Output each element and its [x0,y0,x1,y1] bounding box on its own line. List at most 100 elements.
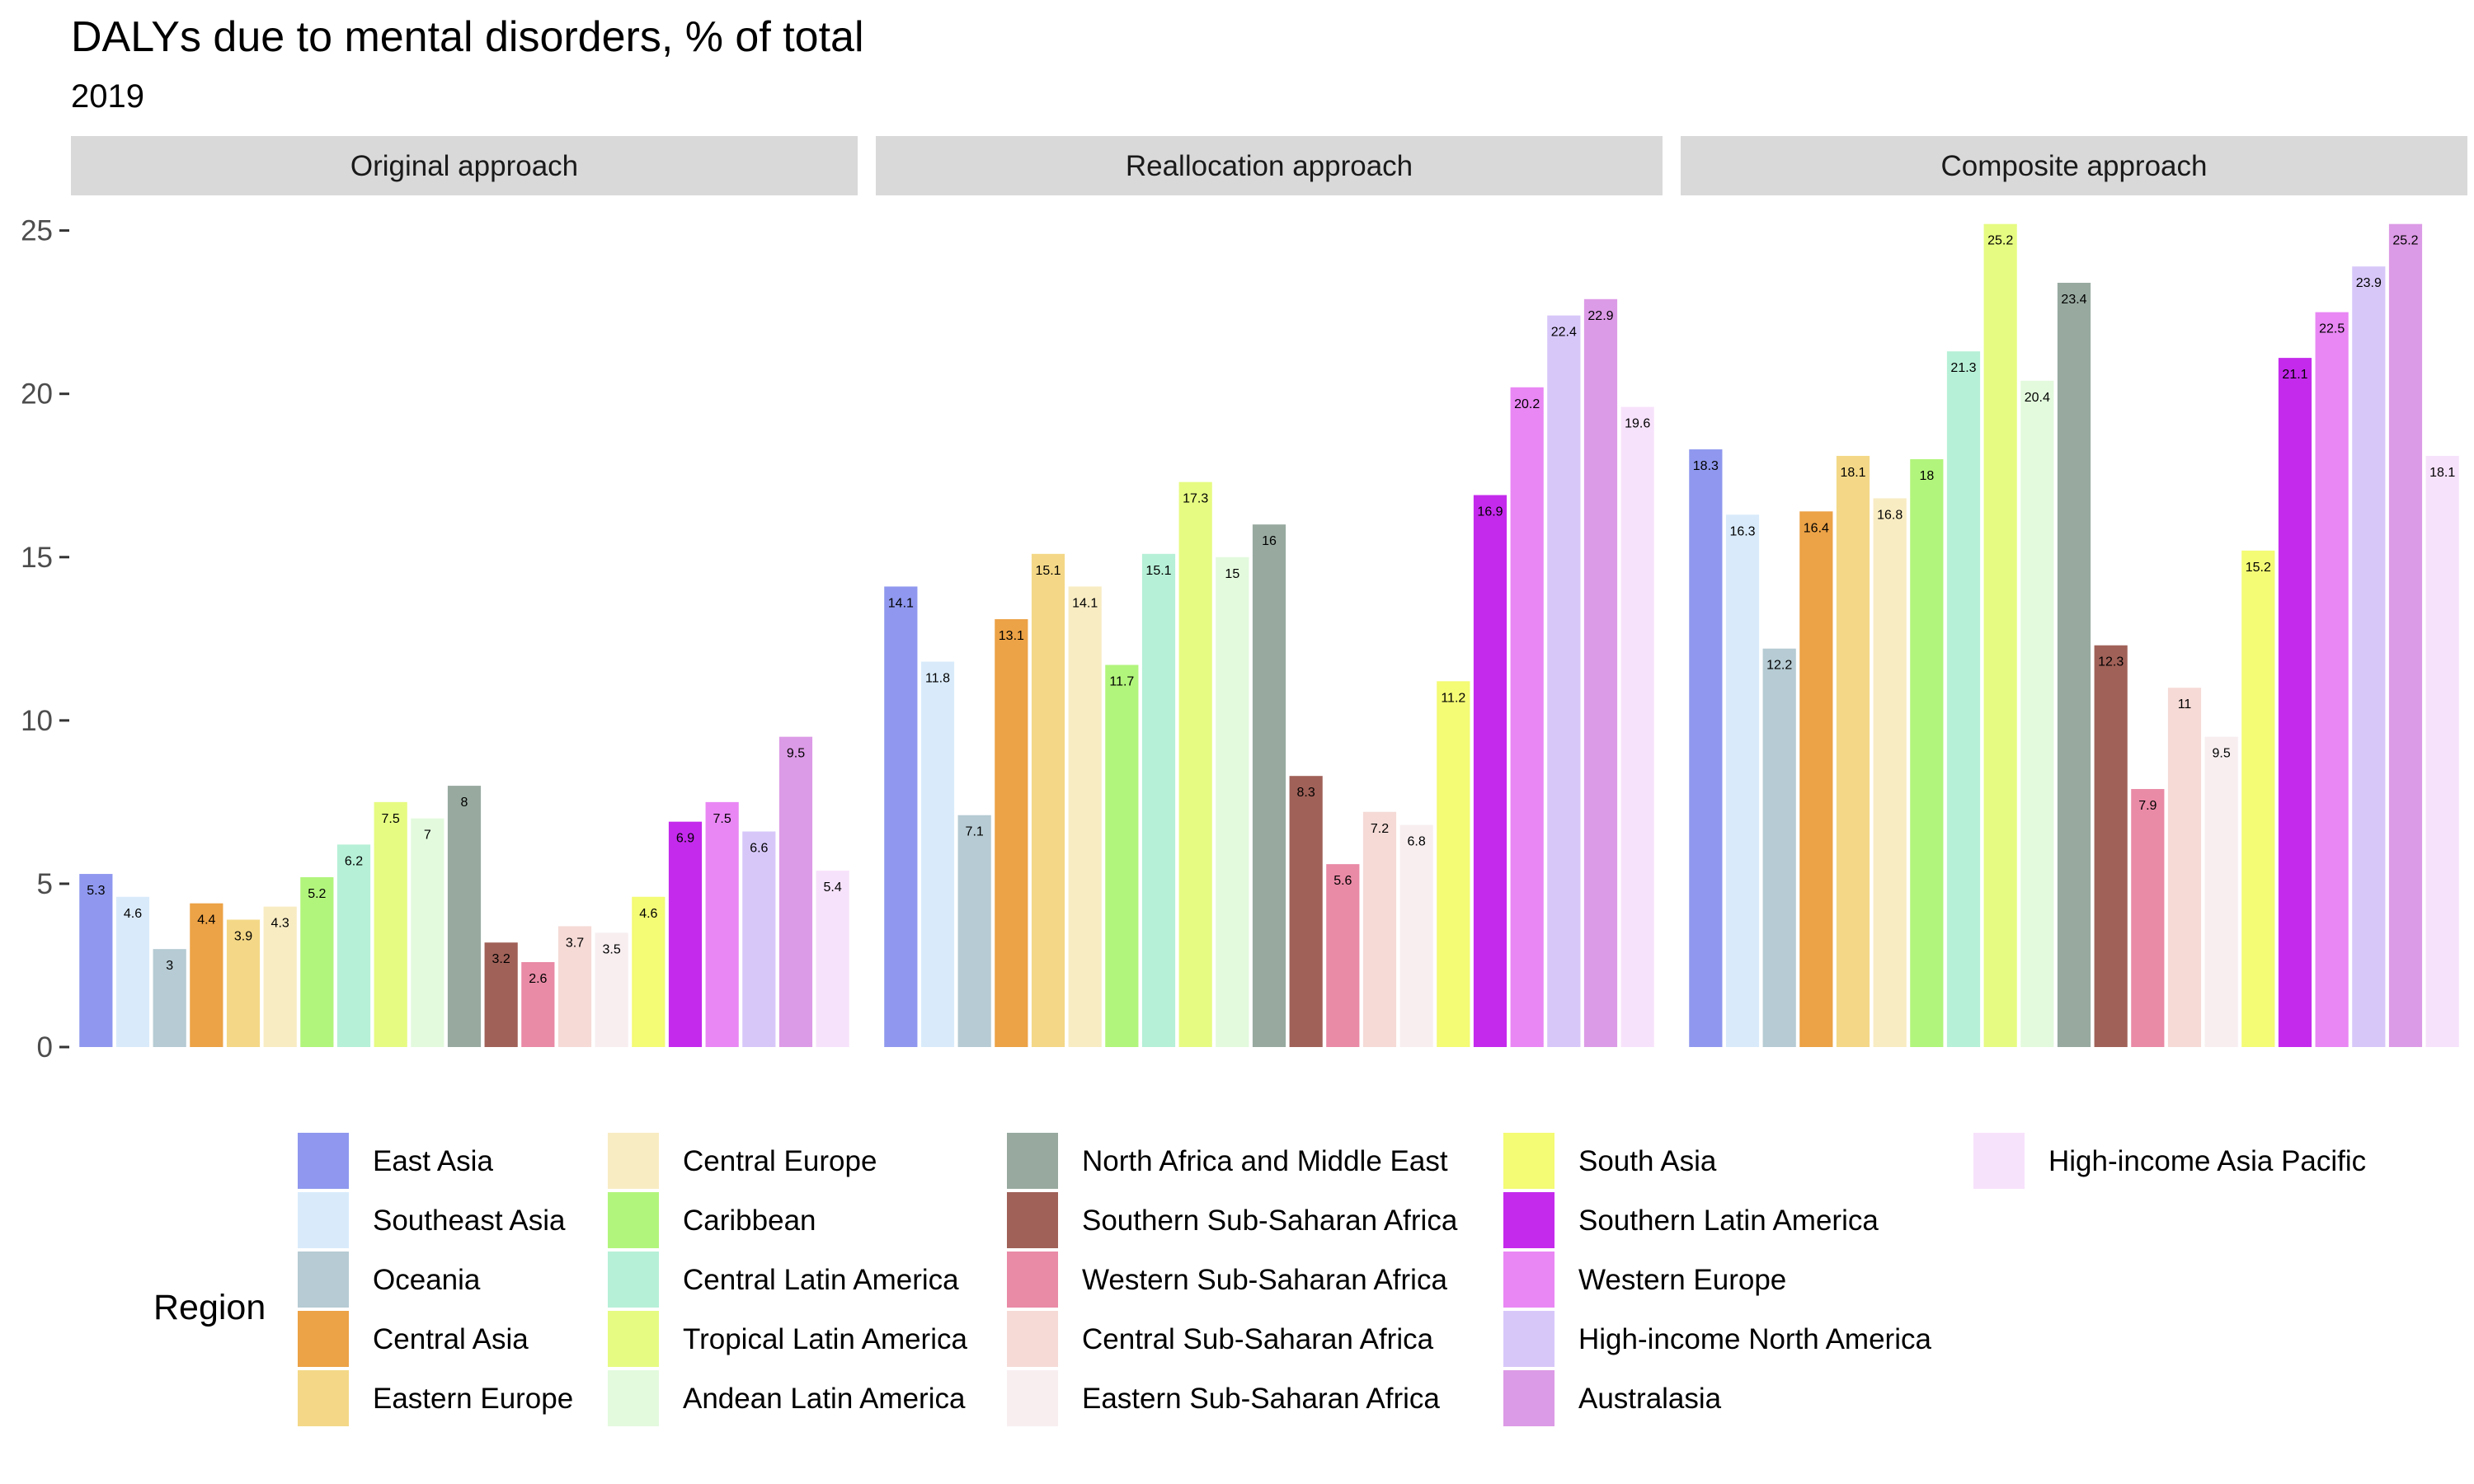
bar [742,831,776,1047]
bar-value-label: 16.4 [1804,521,1829,535]
bar-value-label: 16.9 [1477,505,1503,519]
bar-value-label: 3.9 [234,930,252,944]
bar-value-label: 4.3 [271,917,289,931]
legend-key [1005,1369,1060,1428]
bar-value-label: 6.8 [1408,835,1426,849]
bar-value-label: 3.5 [603,942,621,956]
legend-label: Central Asia [373,1323,529,1355]
legend-label: Southern Sub-Saharan Africa [1082,1205,1458,1237]
legend-label: Central Sub-Saharan Africa [1082,1323,1434,1355]
bar [1399,824,1433,1047]
bar-value-label: 23.4 [2061,293,2086,307]
bar [1689,449,1723,1047]
bar [2315,312,2349,1048]
legend-key [296,1309,350,1369]
bar [1762,648,1796,1047]
legend-label: Central Latin America [683,1264,959,1296]
legend-label: Western Europe [1578,1264,1786,1296]
bar-value-label: 5.6 [1333,874,1352,888]
bar-value-label: 18.1 [1840,466,1865,480]
bar [1326,864,1360,1047]
bar-value-label: 12.2 [1766,659,1792,673]
bar [816,871,849,1047]
bar [374,801,407,1047]
bar-value-label: 7.2 [1371,822,1389,836]
bar [115,896,150,1047]
facet-strip [71,136,858,195]
bar-value-label: 15.1 [1035,564,1061,578]
bar-value-label: 5.2 [308,887,326,901]
legend-key [606,1309,661,1369]
bar [2057,283,2091,1047]
bar-value-label: 20.2 [1514,397,1540,411]
bar [1473,495,1507,1047]
bar-value-label: 7.5 [713,812,731,826]
legend-key [1502,1190,1556,1250]
bar [1583,298,1618,1047]
y-tick-label: 5 [37,868,53,900]
legend-label: Australasia [1578,1383,1722,1415]
bar [447,786,482,1047]
bar-value-label: 14.1 [1072,596,1098,610]
facet-panel: Original approach 5.3 4.6 3 4.4 3.9 4.3 5.2 6.2 7… [71,136,858,1047]
bar-value-label: 7.5 [382,812,400,826]
legend: Region East Asia Southeast Asia Oceania Cen… [153,1131,2366,1428]
y-tick-label: 15 [21,542,53,574]
bar-value-label: 25.2 [1987,234,2013,248]
bar [920,661,955,1047]
y-tick-label: 10 [21,705,53,737]
bar-value-label: 18.1 [2429,466,2455,480]
y-tick-label: 25 [21,215,53,247]
bar [884,586,918,1047]
bar [1910,458,1944,1047]
bar-value-label: 9.5 [2213,747,2231,761]
bar-value-label: 17.3 [1183,492,1208,506]
bar [995,619,1028,1047]
bar-value-label: 21.3 [1950,361,1976,375]
bar-value-label: 5.3 [87,884,105,898]
bar-value-label: 2.6 [529,972,547,986]
bar [957,815,991,1047]
bar [705,801,739,1047]
legend-label: Oceania [373,1264,481,1296]
bar-value-label: 3 [166,959,173,973]
bar-value-label: 22.5 [2319,322,2345,336]
bar-value-label: 9.5 [787,747,805,761]
legend-label: Tropical Latin America [683,1323,967,1355]
bar-value-label: 16.8 [1877,508,1903,522]
bar [632,896,666,1047]
bar [1252,524,1286,1047]
bar-value-label: 3.2 [492,952,510,966]
bar [153,949,186,1047]
bar [1946,351,1981,1047]
legend-title: Region [153,1288,266,1327]
legend-key [1005,1250,1060,1309]
bar-value-label: 7.1 [966,825,984,839]
bar-value-label: 11.2 [1441,691,1465,705]
legend-label: Eastern Sub-Saharan Africa [1082,1383,1440,1415]
legend-label: Caribbean [683,1205,816,1237]
legend-key [1502,1369,1556,1428]
legend-label: Andean Latin America [683,1383,966,1415]
legend-label: North Africa and Middle East [1082,1145,1448,1177]
facet-panel: Composite approach 18.3 16.3 12.2 16.4 18.1 16… [1681,136,2467,1048]
bar-value-label: 15.1 [1145,564,1171,578]
bar-value-label: 22.4 [1551,326,1577,340]
bar-value-label: 3.7 [566,936,584,950]
bar [263,906,297,1047]
bar [79,874,113,1047]
legend-label: Southern Latin America [1578,1205,1879,1237]
legend-label: High-income Asia Pacific [2048,1145,2366,1177]
legend-key [296,1369,350,1428]
legend-key [296,1250,350,1309]
bar-value-label: 6.6 [750,842,768,856]
bar-value-label: 7 [424,829,431,843]
bar [1547,315,1581,1048]
bar-value-label: 25.2 [2392,234,2418,248]
bar-value-label: 4.6 [639,907,657,921]
legend-key [296,1190,350,1250]
bar-value-label: 16.3 [1729,524,1755,538]
bar-value-label: 8.3 [1297,786,1315,800]
legend-key [606,1131,661,1190]
